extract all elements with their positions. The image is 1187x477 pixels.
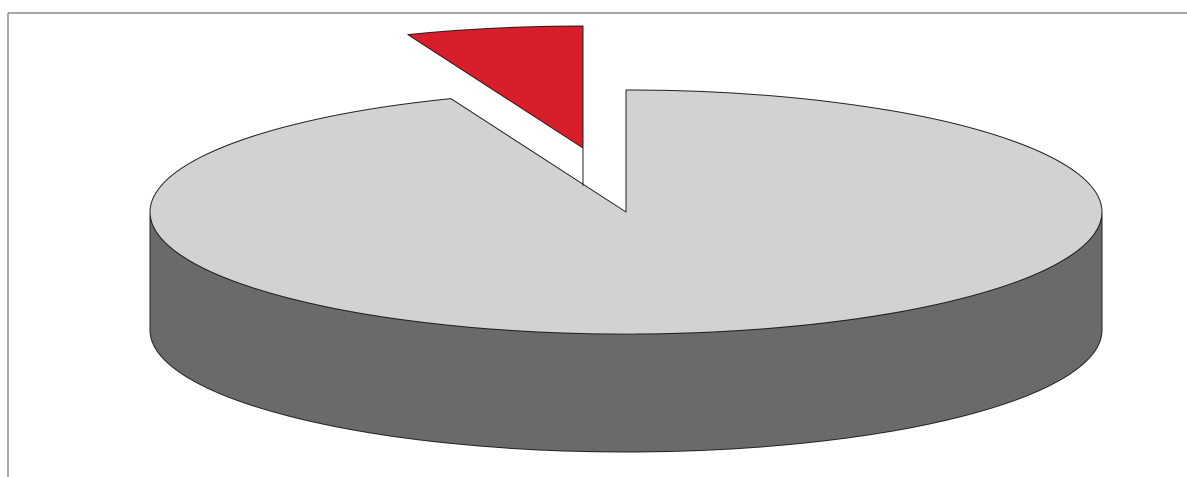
- pie-slice-0: [149, 89, 1103, 453]
- pie-slice-0-top: [149, 89, 1103, 335]
- pie-group: [149, 25, 1103, 453]
- pie-slice-1-top: [407, 25, 584, 149]
- pie-slice-1: [407, 25, 584, 186]
